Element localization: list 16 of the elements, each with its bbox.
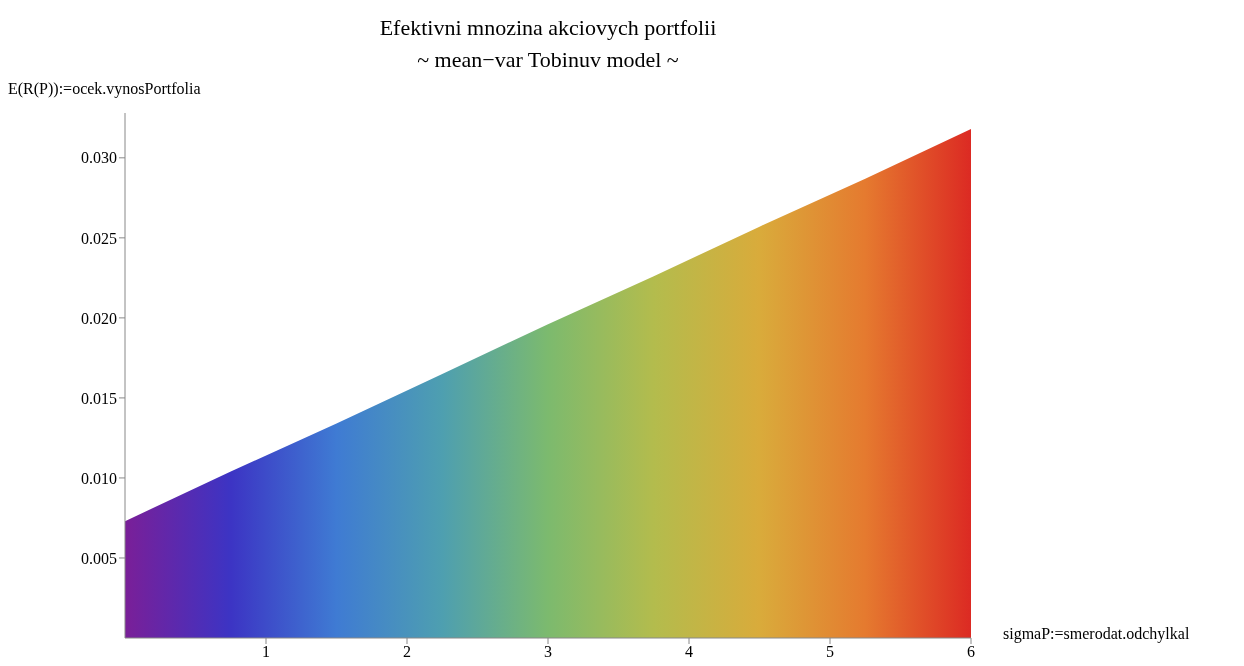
y-tick-label: 0.020 [81,309,117,327]
y-axis-title: E(R(P)):=ocek.vynosPortfolia [8,80,201,98]
x-tick-label: 1 [262,643,270,661]
x-tick-label: 6 [967,643,975,661]
x-tick-label: 2 [403,643,411,661]
y-tick-label: 0.015 [81,389,117,407]
y-tick-label: 0.010 [81,469,117,487]
x-tick-label: 5 [826,643,834,661]
x-axis-title: sigmaP:=smerodat.odchylkal [1003,625,1190,643]
y-tick-label: 0.030 [81,149,117,167]
chart-title: Efektivni mnozina akciovych portfolii [378,14,718,42]
chart-subtitle: ~ mean−var Tobinuv model ~ [416,46,680,74]
x-tick-label: 4 [685,643,693,661]
y-tick-label: 0.025 [81,229,117,247]
x-tick-label: 3 [544,643,552,661]
y-tick-label: 0.005 [81,549,117,567]
